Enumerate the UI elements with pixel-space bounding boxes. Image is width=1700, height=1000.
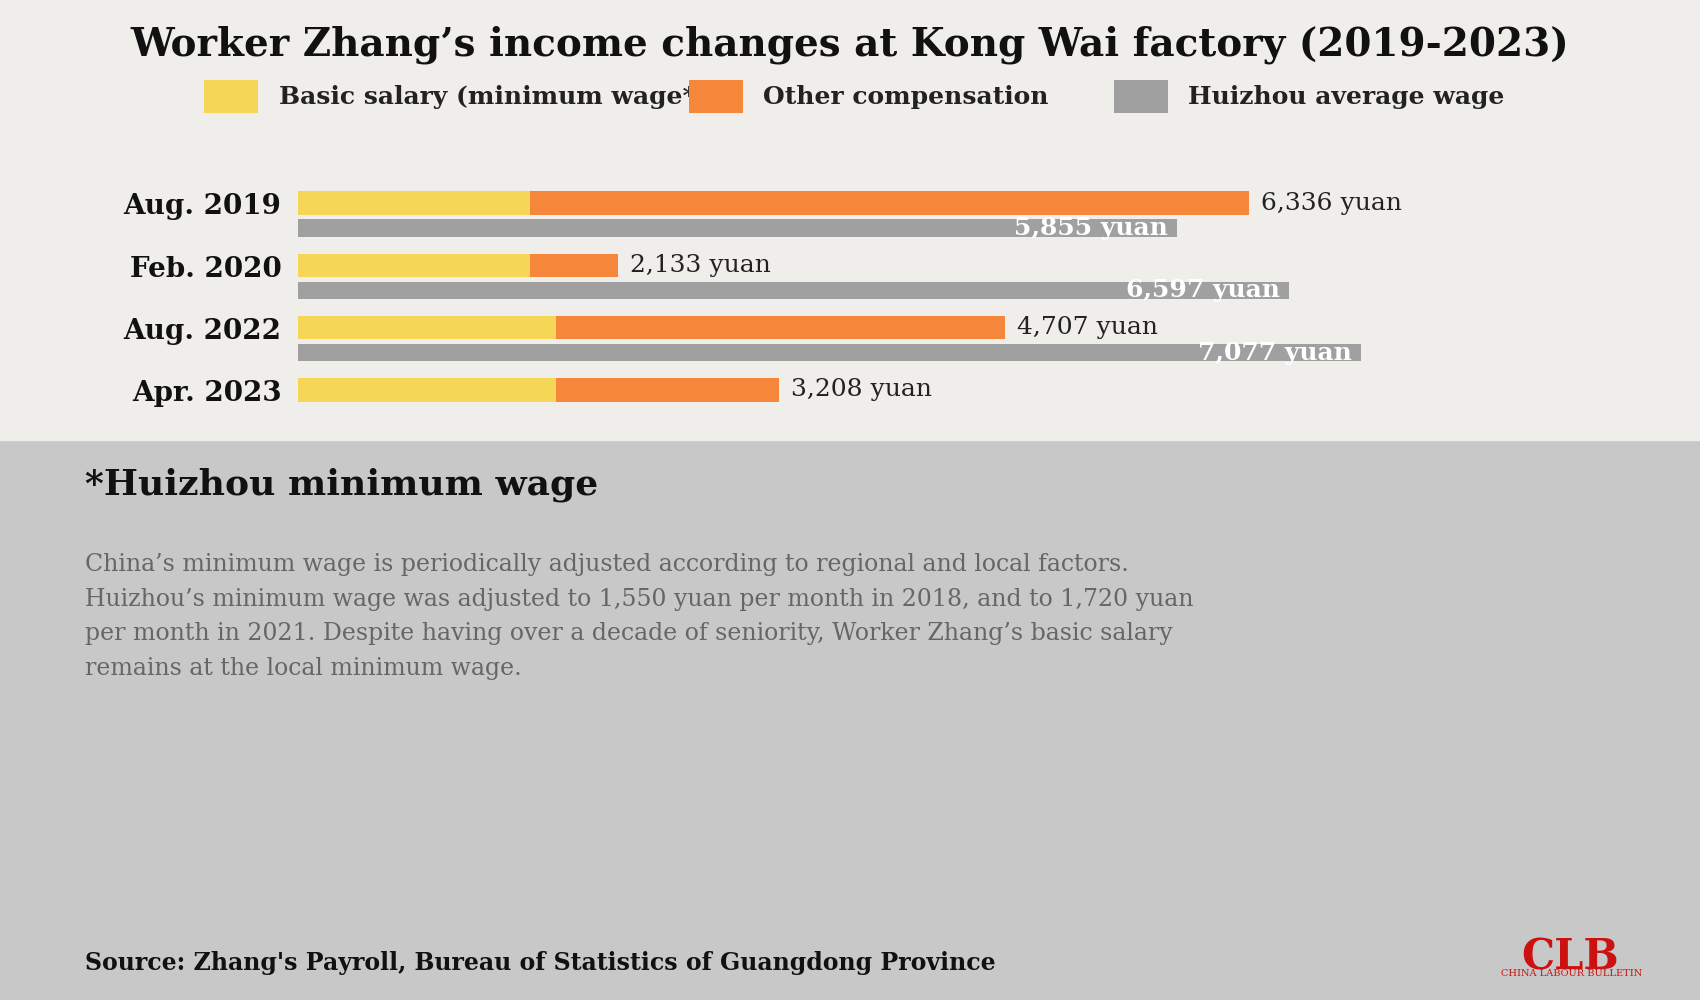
Bar (530, 254, 617, 277)
Text: China’s minimum wage is periodically adjusted according to regional and local fa: China’s minimum wage is periodically adj… (85, 553, 1193, 680)
Text: Worker Zhang’s income changes at Kong Wai factory (2019-2023): Worker Zhang’s income changes at Kong Wa… (131, 25, 1569, 64)
Bar (298, 191, 530, 215)
Text: CLB: CLB (1522, 937, 1618, 979)
Bar (298, 344, 1360, 361)
Bar (556, 316, 1005, 339)
Text: 4,707 yuan: 4,707 yuan (1017, 316, 1158, 339)
Text: Source: Zhang's Payroll, Bureau of Statistics of Guangdong Province: Source: Zhang's Payroll, Bureau of Stati… (85, 951, 996, 975)
Text: Other compensation: Other compensation (763, 85, 1049, 109)
Bar (530, 191, 1250, 215)
Text: Huizhou average wage: Huizhou average wage (1188, 85, 1504, 109)
Bar (298, 282, 1289, 299)
Text: 2,133 yuan: 2,133 yuan (631, 254, 770, 277)
Text: Basic salary (minimum wage*): Basic salary (minimum wage*) (279, 85, 707, 109)
Text: *Huizhou minimum wage: *Huizhou minimum wage (85, 468, 598, 502)
Bar (298, 219, 1176, 237)
Text: 6,597 yuan: 6,597 yuan (1125, 278, 1280, 302)
Text: 5,855 yuan: 5,855 yuan (1015, 216, 1168, 240)
Bar (556, 378, 779, 402)
Text: 6,336 yuan: 6,336 yuan (1261, 192, 1402, 215)
Text: 7,077 yuan: 7,077 yuan (1198, 341, 1352, 365)
Bar (298, 254, 530, 277)
Text: CHINA LABOUR BULLETIN: CHINA LABOUR BULLETIN (1501, 969, 1642, 978)
Bar (298, 316, 556, 339)
Text: 3,208 yuan: 3,208 yuan (792, 378, 933, 401)
Bar (298, 378, 556, 402)
